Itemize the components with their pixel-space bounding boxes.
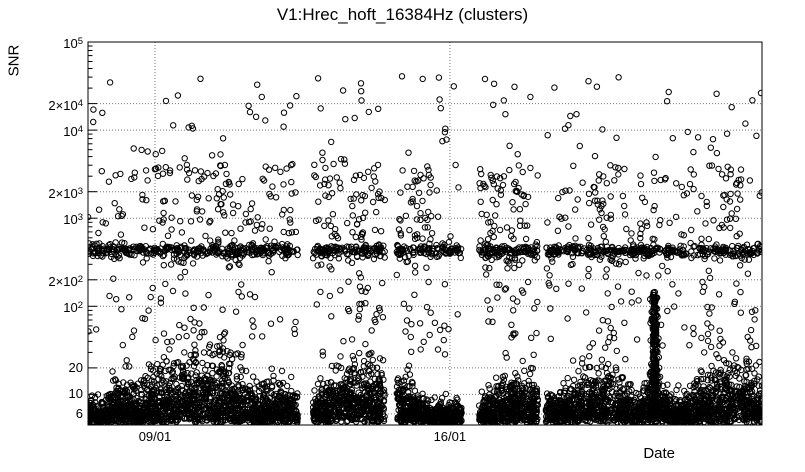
y-tick-label: 2×104 <box>48 97 83 113</box>
y-tick-label: 104 <box>63 124 83 140</box>
x-tick-label: 16/01 <box>433 429 467 444</box>
y-tick-label: 102 <box>63 300 83 316</box>
y-tick-label: 6 <box>75 405 83 421</box>
y-tick-label: 2×103 <box>48 185 83 201</box>
y-tick-label: 2×102 <box>48 273 83 289</box>
y-tick-label: 20 <box>68 359 83 375</box>
x-axis-title: Date <box>643 445 675 462</box>
data-points <box>88 73 762 425</box>
y-tick-label: 105 <box>63 36 83 51</box>
chart-title: V1:Hrec_hoft_16384Hz (clusters) <box>276 5 529 24</box>
y-tick-label: 103 <box>63 212 83 228</box>
y-tick-label: 10 <box>68 386 83 402</box>
x-tick-label: 09/01 <box>138 429 172 444</box>
